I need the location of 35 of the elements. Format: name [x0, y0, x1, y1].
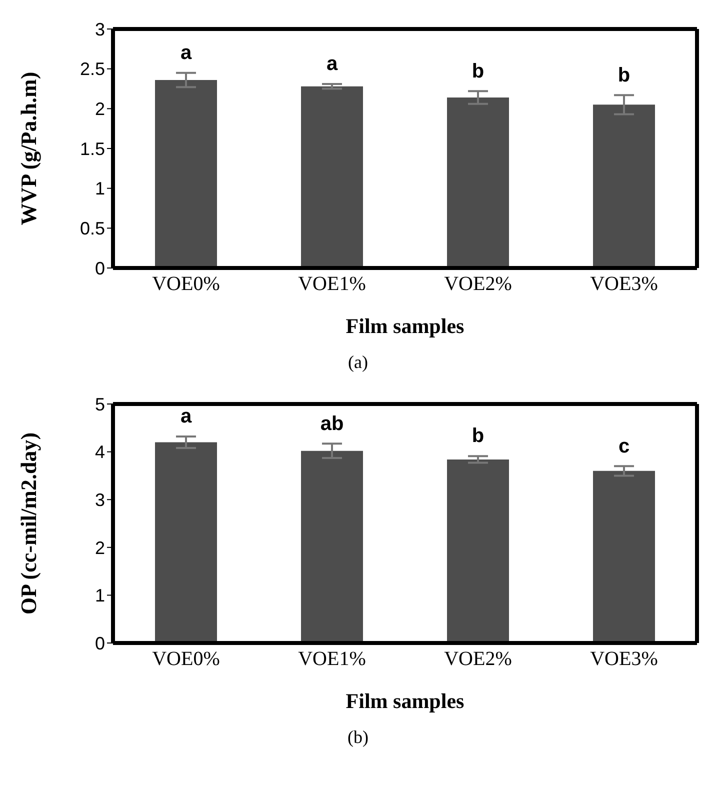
y-tick-label: 4 — [94, 442, 105, 462]
annotation: ab — [320, 412, 344, 435]
text: (b) — [346, 727, 370, 748]
x-tick-label: VOE0% — [152, 648, 220, 670]
y-tick-label: 2.5 — [80, 59, 105, 80]
annotation: a — [180, 406, 192, 428]
y-axis-title: WVP (g/Pa.h.m) — [16, 72, 41, 226]
annotation: c — [618, 435, 630, 458]
annotation: a — [326, 53, 338, 76]
x-tick-label: VOE1% — [298, 273, 366, 296]
x-tick-label: VOE2% — [444, 648, 512, 670]
y-tick-label: 5 — [94, 394, 105, 414]
annotation: a — [180, 42, 192, 64]
y-tick-label: 1 — [94, 178, 105, 199]
annotation: b — [618, 64, 630, 86]
y-tick-label: 2 — [94, 99, 105, 120]
y-tick-label: 0 — [94, 633, 105, 654]
y-tick-label: 3 — [94, 19, 105, 40]
x-axis-title: Film samples — [346, 689, 464, 713]
x-axis-title: Film samples — [346, 314, 464, 338]
x-tick-label: VOE3% — [590, 273, 658, 296]
x-tick-label: VOE1% — [298, 648, 366, 670]
y-tick-label: 0.5 — [80, 218, 105, 239]
annotation: b — [472, 425, 484, 448]
y-tick-label: 2 — [94, 538, 105, 558]
annotation: b — [472, 60, 484, 82]
x-tick-label: VOE0% — [152, 273, 220, 296]
y-tick-label: 1.5 — [80, 138, 105, 159]
x-tick-label: VOE3% — [590, 648, 658, 670]
y-tick-label: 1 — [94, 586, 105, 606]
text: (a) — [347, 352, 369, 373]
y-tick-label: 3 — [94, 490, 105, 510]
y-tick-label: 0 — [94, 258, 105, 278]
x-tick-label: VOE2% — [444, 273, 512, 296]
y-axis-title: OP (cc-mil/m2.day) — [16, 432, 41, 615]
